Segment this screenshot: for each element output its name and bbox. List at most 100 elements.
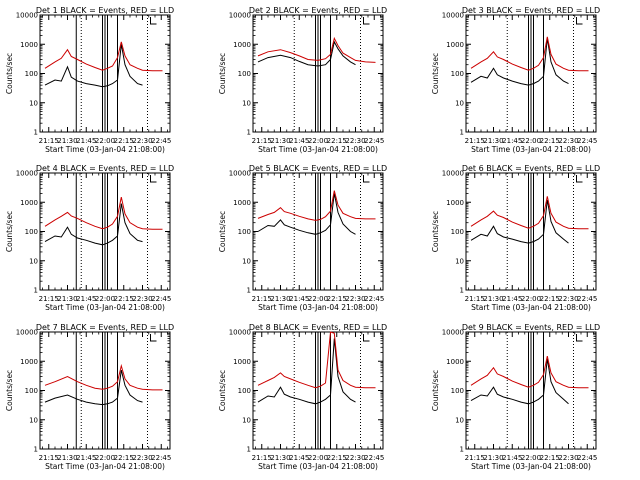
y-axis-label: Counts/sec <box>218 53 227 94</box>
y-tick-label: 100 <box>451 228 464 236</box>
lld-series-line <box>257 190 376 221</box>
x-tick-label: 21:45 <box>76 454 96 462</box>
y-axis-label: Counts/sec <box>5 53 14 94</box>
y-tick-label: 1 <box>460 129 464 137</box>
events-series-line <box>257 193 356 235</box>
panel-det-5: Det 5 BLACK = Events, RED = LLD 1 10 100 100… <box>218 164 387 312</box>
x-tick-label: 22:45 <box>151 295 171 303</box>
x-tick-label: 21:45 <box>502 137 522 145</box>
y-axis-label: Counts/sec <box>5 370 14 411</box>
x-tick-label: 21:15 <box>252 137 272 145</box>
x-tick-label: 22:00 <box>521 454 541 462</box>
x-tick-label: 22:45 <box>577 295 597 303</box>
y-tick-label: 100 <box>238 70 251 78</box>
x-tick-label: 22:30 <box>345 295 365 303</box>
x-axis-label: Start Time (03-Jan-04 21:08:00) <box>471 145 591 154</box>
x-tick-label: 21:15 <box>465 454 485 462</box>
x-tick-label: 22:15 <box>114 454 134 462</box>
x-tick-label: 21:15 <box>39 137 59 145</box>
x-axis-label: Start Time (03-Jan-04 21:08:00) <box>258 145 378 154</box>
lld-series-line <box>44 196 163 230</box>
panel-det-1: Det 1 BLACK = Events, RED = LLD 1 10 100 100… <box>5 6 174 154</box>
events-series-line <box>44 203 143 246</box>
x-tick-label: 21:30 <box>270 454 290 462</box>
x-tick-label: 21:30 <box>57 137 77 145</box>
x-tick-label: 22:00 <box>95 295 115 303</box>
x-tick-label: 22:00 <box>521 137 541 145</box>
y-tick-label: 10000 <box>16 170 38 178</box>
y-tick-label: 1000 <box>20 41 38 49</box>
x-tick-label: 22:15 <box>327 295 347 303</box>
y-tick-label: 1 <box>34 446 38 454</box>
y-tick-label: 1 <box>247 287 251 295</box>
x-tick-label: 21:45 <box>76 295 96 303</box>
x-tick-label: 21:15 <box>252 295 272 303</box>
x-tick-label: 22:30 <box>345 137 365 145</box>
panel-det-3: Det 3 BLACK = Events, RED = LLD 1 10 100 100… <box>431 6 600 154</box>
x-tick-label: 22:45 <box>364 295 384 303</box>
lld-series-line <box>257 331 376 389</box>
x-tick-label: 22:00 <box>521 295 541 303</box>
x-tick-label: 21:30 <box>483 295 503 303</box>
lld-series-line <box>44 41 163 72</box>
events-series-line <box>44 44 143 88</box>
x-tick-label: 22:00 <box>95 137 115 145</box>
lld-series-line <box>257 36 376 63</box>
x-tick-label: 21:45 <box>76 137 96 145</box>
panel-det-8: Det 8 BLACK = Events, RED = LLD 1 10 100 100… <box>218 323 387 471</box>
x-tick-label: 21:45 <box>289 137 309 145</box>
x-tick-label: 21:45 <box>502 454 522 462</box>
x-tick-label: 22:45 <box>364 137 384 145</box>
corner-marker <box>576 175 583 183</box>
y-axis-label: Counts/sec <box>431 53 440 94</box>
lld-series-line <box>470 36 589 72</box>
x-tick-label: 22:30 <box>132 137 152 145</box>
corner-marker <box>150 175 157 183</box>
events-series-line <box>257 338 356 405</box>
x-tick-label: 22:15 <box>114 295 134 303</box>
x-tick-label: 21:30 <box>270 137 290 145</box>
y-tick-label: 1000 <box>20 358 38 366</box>
y-tick-label: 10 <box>242 416 251 424</box>
x-tick-label: 22:30 <box>132 454 152 462</box>
x-tick-label: 22:30 <box>558 454 578 462</box>
x-tick-label: 21:15 <box>39 454 59 462</box>
y-tick-label: 100 <box>238 387 251 395</box>
panel-title: Det 2 BLACK = Events, RED = LLD <box>249 6 387 15</box>
x-tick-label: 21:15 <box>252 454 272 462</box>
x-tick-label: 21:15 <box>465 137 485 145</box>
x-tick-label: 22:45 <box>151 454 171 462</box>
x-tick-label: 21:30 <box>483 137 503 145</box>
y-axis-label: Counts/sec <box>431 211 440 252</box>
y-tick-label: 10 <box>455 99 464 107</box>
y-tick-label: 10 <box>242 99 251 107</box>
x-tick-label: 22:45 <box>577 137 597 145</box>
y-tick-label: 1000 <box>233 199 251 207</box>
x-axis-label: Start Time (03-Jan-04 21:08:00) <box>45 462 165 471</box>
panel-det-4: Det 4 BLACK = Events, RED = LLD 1 10 100 100… <box>5 164 174 312</box>
y-tick-label: 100 <box>238 228 251 236</box>
x-tick-label: 22:30 <box>558 295 578 303</box>
x-axis-label: Start Time (03-Jan-04 21:08:00) <box>471 462 591 471</box>
y-tick-label: 1 <box>460 446 464 454</box>
y-tick-label: 1000 <box>233 41 251 49</box>
panel-det-7: Det 7 BLACK = Events, RED = LLD 1 10 100 100… <box>5 323 174 471</box>
x-tick-label: 21:15 <box>39 295 59 303</box>
x-tick-label: 22:00 <box>308 137 328 145</box>
y-tick-label: 1 <box>247 446 251 454</box>
x-tick-label: 21:30 <box>270 295 290 303</box>
panel-det-9: Det 9 BLACK = Events, RED = LLD 1 10 100 100… <box>431 323 600 471</box>
panel-title: Det 6 BLACK = Events, RED = LLD <box>462 164 600 173</box>
x-tick-label: 22:00 <box>308 454 328 462</box>
y-tick-label: 1 <box>460 287 464 295</box>
corner-marker <box>576 17 583 25</box>
events-series-line <box>470 38 569 86</box>
panel-title: Det 7 BLACK = Events, RED = LLD <box>36 323 174 332</box>
x-tick-label: 22:15 <box>540 454 560 462</box>
y-tick-label: 10 <box>29 257 38 265</box>
events-series-line <box>470 358 569 405</box>
x-tick-label: 22:00 <box>95 454 115 462</box>
x-tick-label: 21:30 <box>57 295 77 303</box>
events-series-line <box>470 199 569 244</box>
x-tick-label: 22:15 <box>540 137 560 145</box>
